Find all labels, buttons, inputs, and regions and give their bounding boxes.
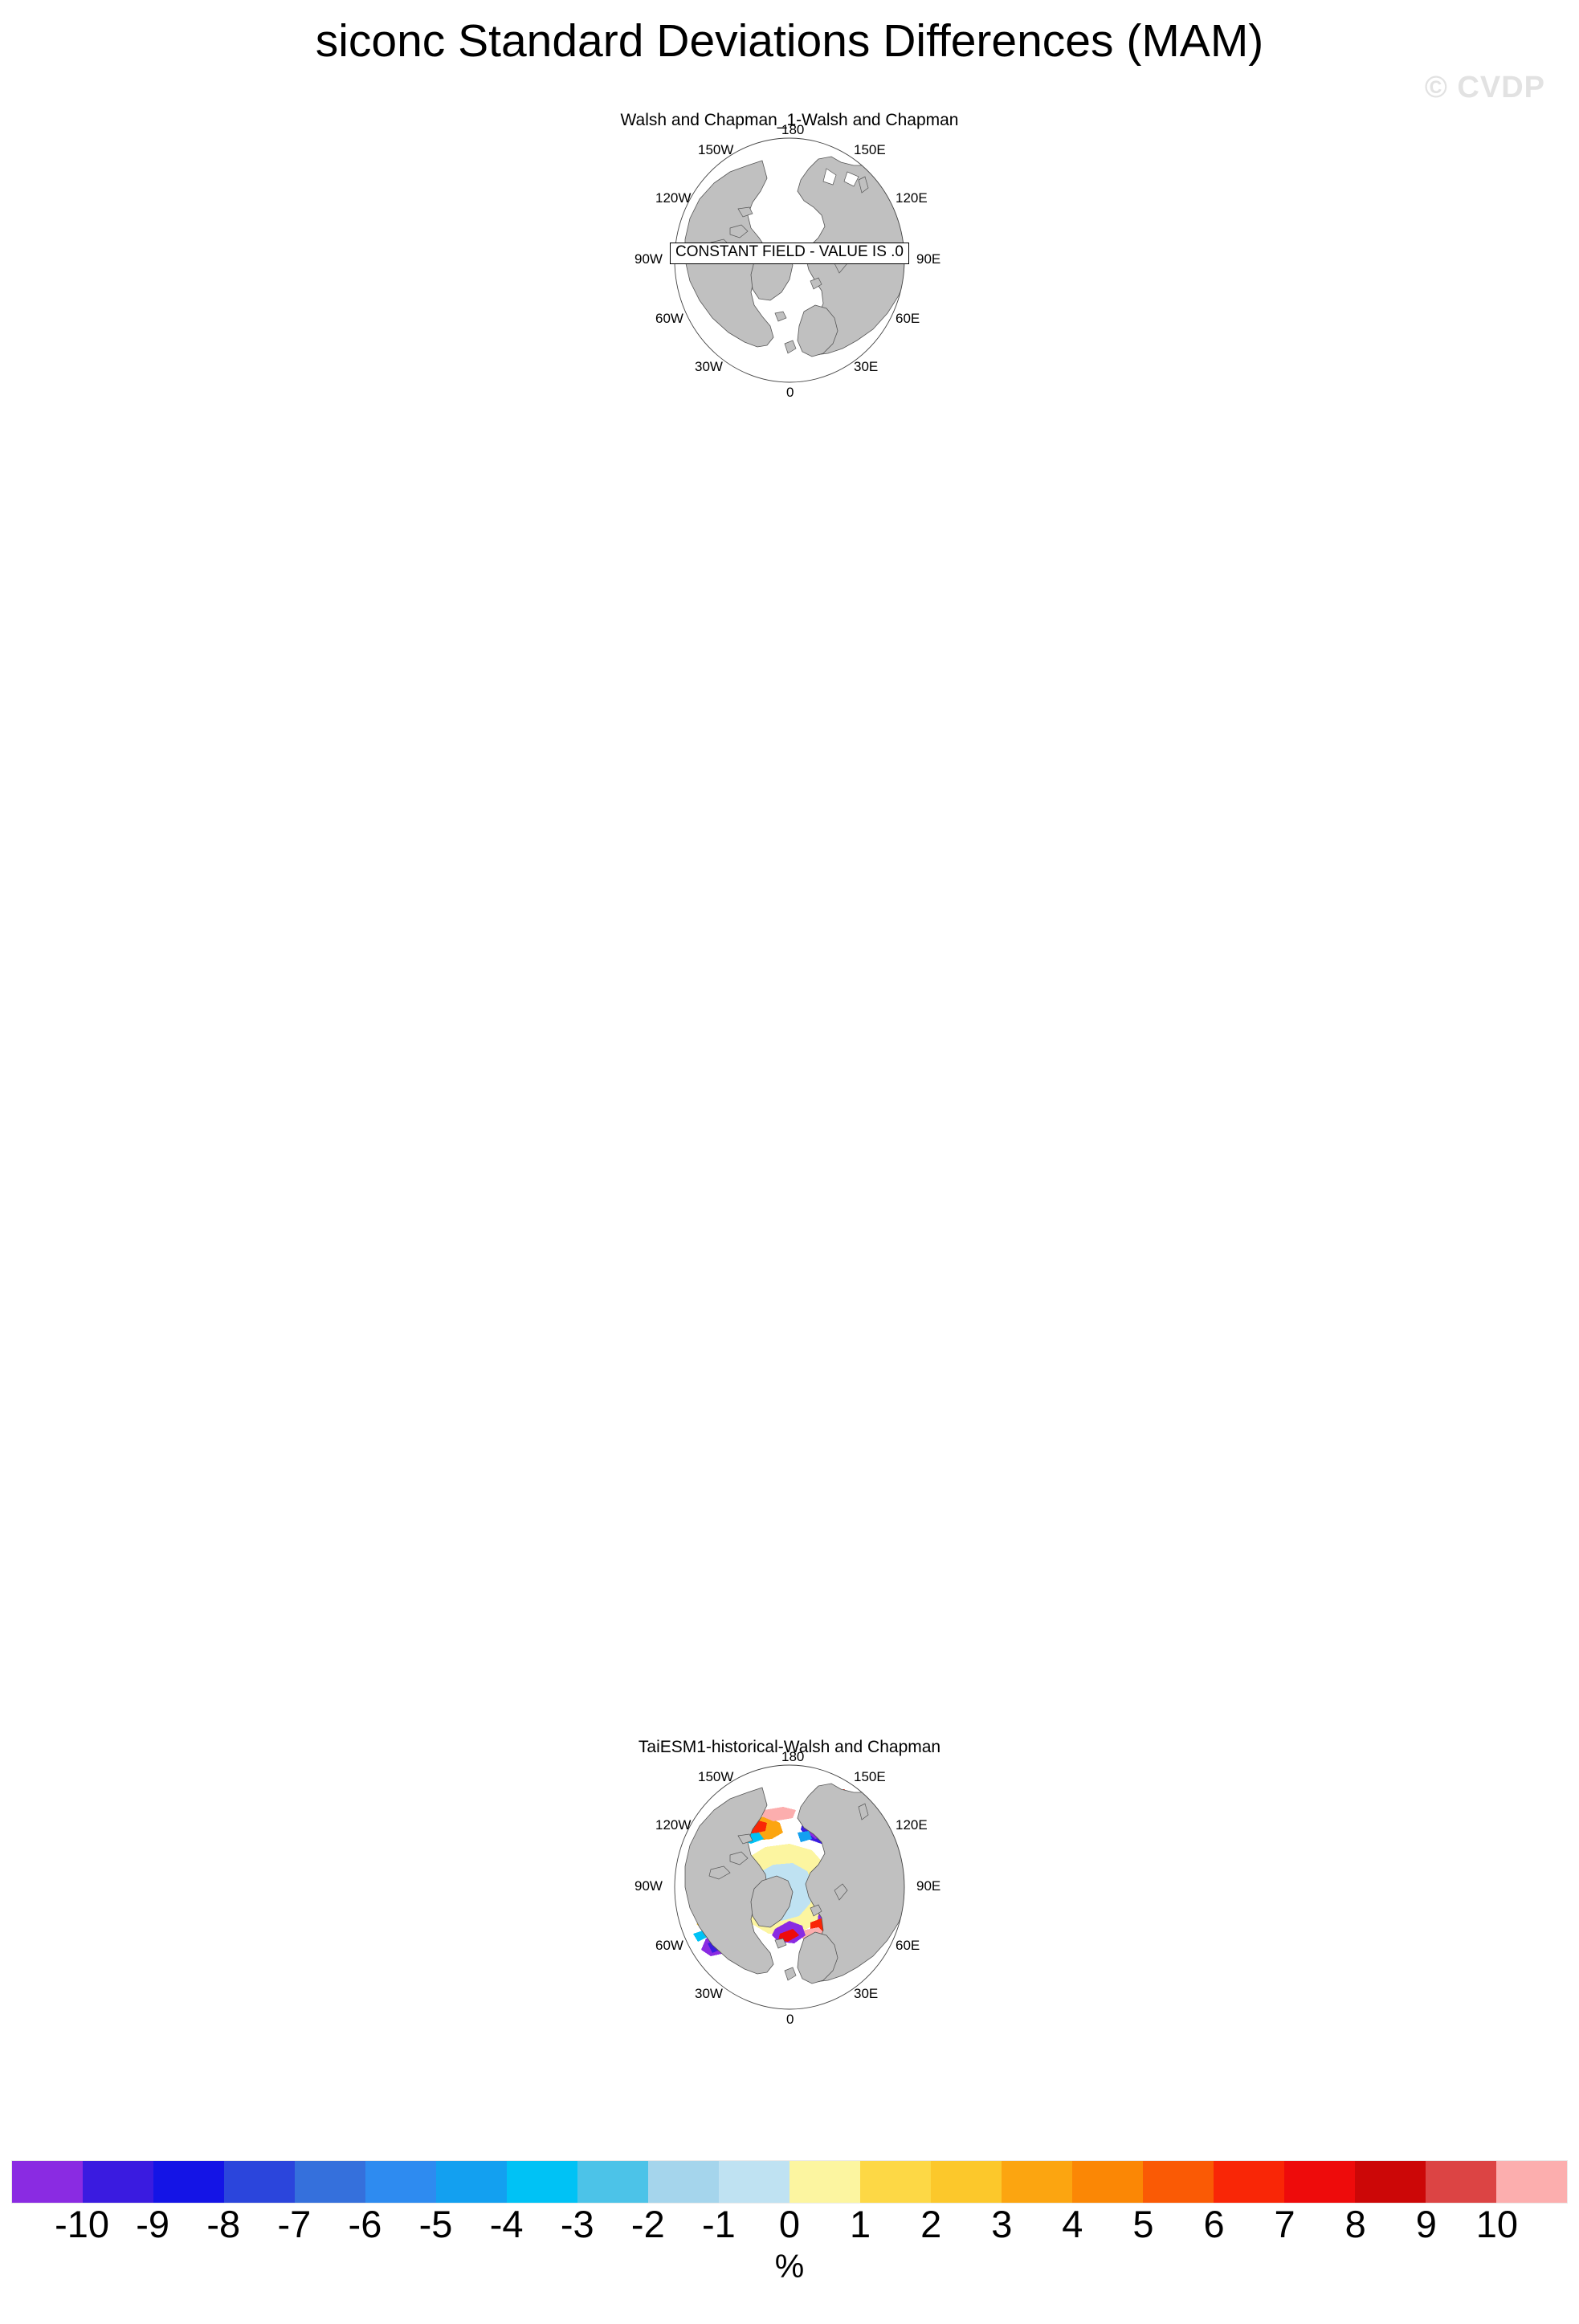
colorbar-tick-8: 8 bbox=[1344, 2203, 1366, 2245]
colorbar-tick--10: -10 bbox=[55, 2203, 110, 2245]
colorbar-tick--5: -5 bbox=[418, 2203, 453, 2245]
colorbar-tick--8: -8 bbox=[206, 2203, 241, 2245]
colorbar-tick-4: 4 bbox=[1062, 2203, 1083, 2245]
colorbar-cell-17 bbox=[1214, 2161, 1284, 2203]
panel-title-bottom: TaiESM1-historical-Walsh and Chapman bbox=[638, 1738, 941, 1756]
lon-label-150E-bottom: 150E bbox=[854, 1769, 886, 1784]
colorbar-tick--9: -9 bbox=[136, 2203, 170, 2245]
lon-label-120W-bottom: 120W bbox=[655, 1817, 692, 1833]
colorbar-cell-3 bbox=[224, 2161, 295, 2203]
colorbar-tick-2: 2 bbox=[920, 2203, 942, 2245]
polar-map-bottom: 180 150W 150E 120W 120E 90W 90E 60W 60E … bbox=[634, 1750, 940, 2026]
lon-label-150W-top: 150W bbox=[698, 142, 734, 157]
colorbar-cell-6 bbox=[436, 2161, 507, 2203]
map-outline-circle-bottom bbox=[674, 1764, 905, 2010]
lon-label-60W-bottom: 60W bbox=[655, 1938, 683, 1953]
colorbar-tick-0: 0 bbox=[778, 2203, 801, 2245]
colorbar-cell-8 bbox=[577, 2161, 648, 2203]
lon-label-0-top: 0 bbox=[786, 385, 794, 400]
constant-field-annotation: CONSTANT FIELD - VALUE IS .0 bbox=[669, 243, 910, 264]
colorbar-cell-19 bbox=[1355, 2161, 1426, 2203]
colorbar-cell-15 bbox=[1072, 2161, 1143, 2203]
lon-label-120E-top: 120E bbox=[896, 190, 928, 206]
lon-label-90W-bottom: 90W bbox=[634, 1878, 663, 1894]
lon-label-30E-top: 30E bbox=[854, 359, 879, 374]
colorbar-cell-18 bbox=[1284, 2161, 1355, 2203]
colorbar-cell-14 bbox=[1002, 2161, 1072, 2203]
polar-map-svg-bottom bbox=[674, 1764, 905, 2010]
lon-label-120E-bottom: 120E bbox=[896, 1817, 928, 1833]
colorbar-tick--7: -7 bbox=[277, 2203, 312, 2245]
colorbar-cell-20 bbox=[1426, 2161, 1496, 2203]
lon-label-90W-top: 90W bbox=[634, 251, 663, 267]
colorbar-cell-10 bbox=[719, 2161, 790, 2203]
colorbar-tick-9: 9 bbox=[1415, 2203, 1437, 2245]
lon-label-150E-top: 150E bbox=[854, 142, 886, 157]
colorbar-strip bbox=[11, 2160, 1568, 2204]
colorbar-tick-7: 7 bbox=[1274, 2203, 1295, 2245]
lon-label-150W-bottom: 150W bbox=[698, 1769, 734, 1784]
colorbar-cell-7 bbox=[507, 2161, 577, 2203]
colorbar-tick-6: 6 bbox=[1203, 2203, 1225, 2245]
colorbar-cell-0 bbox=[12, 2161, 83, 2203]
lon-label-0-bottom: 0 bbox=[786, 2012, 794, 2027]
colorbar-tick--4: -4 bbox=[489, 2203, 524, 2245]
colorbar-tick--1: -1 bbox=[702, 2203, 736, 2245]
lon-label-30E-bottom: 30E bbox=[854, 1986, 879, 2001]
colorbar-cell-2 bbox=[153, 2161, 224, 2203]
colorbar-tick--3: -3 bbox=[560, 2203, 594, 2245]
cvdp-watermark: © CVDP bbox=[1424, 71, 1545, 104]
colorbar-cell-4 bbox=[295, 2161, 365, 2203]
colorbar-cell-12 bbox=[860, 2161, 931, 2203]
colorbar-cell-21 bbox=[1496, 2161, 1567, 2203]
colorbar-tick-1: 1 bbox=[850, 2203, 871, 2245]
page-title: siconc Standard Deviations Differences (… bbox=[315, 15, 1264, 67]
colorbar-cell-16 bbox=[1143, 2161, 1214, 2203]
colorbar-cell-5 bbox=[365, 2161, 436, 2203]
panel-title-top: Walsh and Chapman_1-Walsh and Chapman bbox=[620, 111, 959, 129]
polar-map-top: 180 150W 150E 120W 120E 90W 90E 60W 60E … bbox=[634, 123, 940, 399]
lon-label-60E-top: 60E bbox=[896, 311, 920, 326]
lon-label-60W-top: 60W bbox=[655, 311, 683, 326]
colorbar-cell-1 bbox=[83, 2161, 153, 2203]
colorbar-cell-11 bbox=[790, 2161, 860, 2203]
colorbar-cell-9 bbox=[648, 2161, 719, 2203]
lon-label-90E-top: 90E bbox=[916, 251, 941, 267]
colorbar-tick-10: 10 bbox=[1475, 2203, 1519, 2245]
lon-label-120W-top: 120W bbox=[655, 190, 692, 206]
colorbar-tick-5: 5 bbox=[1132, 2203, 1154, 2245]
colorbar-tick-labels: -10 -9 -8 -7 -6 -5 -4 -3 -2 -1 0 1 2 3 4 5 6 7 8 9 10 bbox=[11, 2205, 1568, 2250]
colorbar-tick--6: -6 bbox=[348, 2203, 382, 2245]
lon-label-60E-bottom: 60E bbox=[896, 1938, 920, 1953]
colorbar-tick-3: 3 bbox=[991, 2203, 1013, 2245]
lon-label-180-top: 180 bbox=[781, 122, 805, 137]
lon-label-30W-top: 30W bbox=[695, 359, 723, 374]
colorbar-tick--2: -2 bbox=[630, 2203, 665, 2245]
lon-label-90E-bottom: 90E bbox=[916, 1878, 941, 1894]
lon-label-180-bottom: 180 bbox=[781, 1749, 805, 1764]
colorbar-cell-13 bbox=[931, 2161, 1002, 2203]
colorbar-unit-label: % bbox=[774, 2248, 805, 2285]
lon-label-30W-bottom: 30W bbox=[695, 1986, 723, 2001]
